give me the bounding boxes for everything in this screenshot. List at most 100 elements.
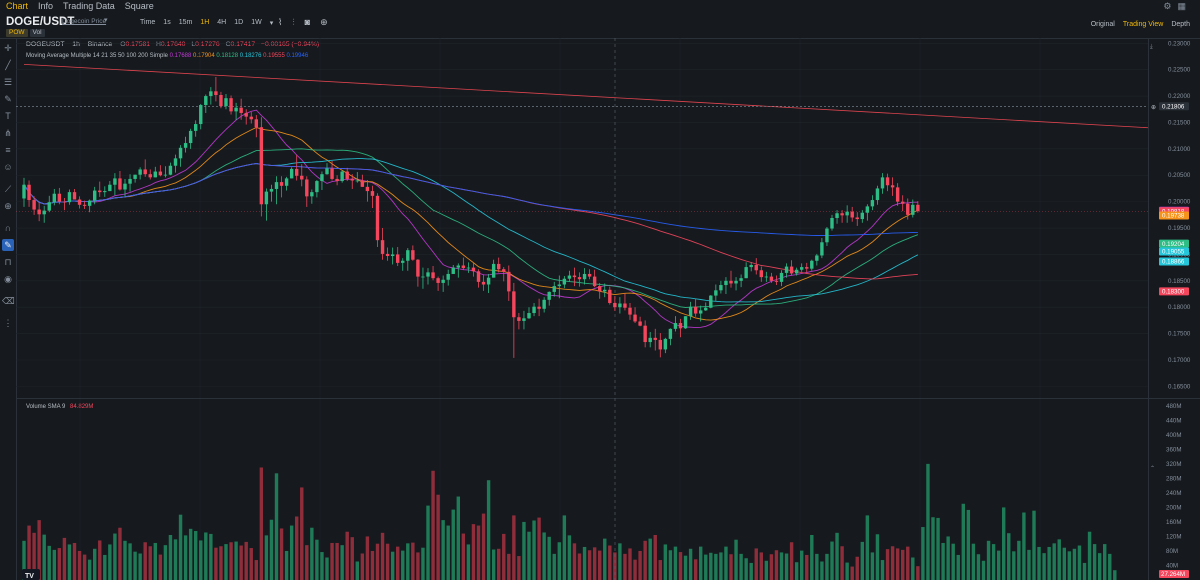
tab-trading-data[interactable]: Trading Data	[63, 1, 115, 11]
volume-tick-label: 40M	[1166, 562, 1178, 569]
volume-bar	[456, 496, 460, 580]
view-original[interactable]: Original	[1090, 21, 1115, 28]
volume-bar	[633, 559, 637, 580]
indicators-icon[interactable]: ⌇	[278, 17, 283, 27]
tab-chart[interactable]: Chart	[6, 1, 29, 11]
volume-bar	[688, 548, 693, 580]
interval-15m[interactable]: 15m	[178, 19, 193, 26]
candle-body	[224, 98, 228, 107]
text-icon[interactable]: T	[5, 111, 11, 121]
candle-body	[789, 266, 794, 274]
settings-icon[interactable]: ⚙	[1163, 1, 1178, 11]
view-depth[interactable]: Depth	[1171, 21, 1190, 28]
volume-bar	[1097, 553, 1102, 580]
grid-icon[interactable]: ▦	[1177, 1, 1192, 11]
candle-body	[512, 291, 516, 318]
interval-1w[interactable]: 1W	[251, 19, 262, 26]
candle-body	[456, 265, 460, 268]
volume-bar	[295, 516, 299, 580]
pattern-icon[interactable]: ⋔	[4, 128, 12, 138]
ruler-icon[interactable]: ⟋	[4, 184, 12, 194]
interval-more-chevron-icon[interactable]: ▾	[269, 20, 274, 27]
zoom-icon[interactable]: ⊕	[4, 201, 12, 211]
candle-body	[77, 199, 82, 205]
brush-icon[interactable]: ✎	[4, 94, 12, 104]
volume-bar	[254, 560, 258, 580]
chart-type-icon[interactable]: ⫶	[292, 17, 295, 27]
lock-drawing-icon[interactable]: ✎	[2, 239, 14, 251]
candle-body	[633, 314, 637, 322]
tag-pow[interactable]: POW	[6, 29, 28, 37]
volume-bar	[133, 551, 137, 580]
price-tick-label: 0.17000	[1168, 357, 1191, 364]
interval-1d[interactable]: 1D	[234, 19, 244, 26]
trendline-icon[interactable]: ╱	[5, 60, 11, 70]
volume-bar	[643, 540, 647, 580]
candle-body	[572, 275, 577, 278]
camera-icon[interactable]: ◙	[304, 17, 311, 27]
candle-body	[613, 302, 617, 308]
volume-bar	[719, 552, 723, 580]
volume-bar	[658, 560, 662, 580]
tab-info[interactable]: Info	[38, 1, 54, 11]
interval-1s[interactable]: 1s	[163, 19, 171, 26]
volume-bar	[340, 545, 344, 580]
volume-bar	[57, 548, 62, 580]
volume-bar	[648, 538, 652, 580]
candle-body	[471, 267, 476, 272]
volume-bar	[729, 554, 733, 580]
magnet-icon[interactable]: ∩	[4, 223, 12, 233]
trendline	[23, 63, 1149, 129]
volume-bar	[921, 527, 925, 580]
volume-bar	[143, 542, 147, 580]
ma-legend-value: 0.19946	[284, 53, 309, 59]
volume-bar	[335, 542, 339, 580]
candle-body	[486, 277, 491, 285]
volume-bar	[360, 553, 365, 580]
tag-vol[interactable]: Vol	[29, 29, 45, 37]
ma-legend-value: 0.18276	[238, 53, 262, 59]
add-icon[interactable]: ⊕	[320, 17, 328, 27]
candle-body	[219, 95, 223, 107]
interval-4h[interactable]: 4H	[217, 19, 227, 26]
volume-bar	[471, 524, 476, 580]
symbol-title[interactable]: DOGE/USDT	[6, 16, 75, 28]
price-tick-label: 0.22000	[1168, 93, 1191, 100]
collapse-icon[interactable]: ⋮	[3, 318, 13, 328]
eye-icon[interactable]: ◉	[4, 274, 12, 284]
candle-body	[497, 263, 501, 270]
add-level-icon[interactable]: ⊕	[1151, 104, 1156, 111]
interval-1h[interactable]: 1H	[200, 19, 210, 26]
chevron-down-icon[interactable]: ▾	[104, 17, 108, 24]
emoji-icon[interactable]: ☺	[3, 162, 13, 172]
candle-body	[865, 206, 870, 213]
volume-bar	[628, 548, 632, 580]
candle-body	[214, 91, 218, 96]
volume-bar	[981, 560, 986, 580]
tab-square[interactable]: Square	[124, 1, 154, 11]
fib-icon[interactable]: ≡	[5, 145, 11, 155]
download-icon[interactable]: ⤓	[1150, 43, 1153, 50]
price-label-box	[1159, 287, 1189, 296]
view-trading-view[interactable]: Trading View	[1122, 21, 1164, 28]
volume-bar	[1002, 507, 1006, 580]
volume-bar	[284, 550, 289, 580]
price-label-text: 0.18300	[1162, 289, 1185, 296]
volume-bar	[27, 525, 31, 580]
lock-icon[interactable]: ⊓	[4, 257, 12, 267]
tag-chips: POW Vol	[6, 29, 45, 37]
crosshair-icon[interactable]: ✛	[4, 43, 12, 53]
volume-bar	[52, 549, 56, 580]
candle-body	[800, 267, 804, 270]
candle-body	[916, 204, 920, 212]
interval-time[interactable]: Time	[140, 19, 156, 26]
volume-bar	[204, 532, 208, 580]
horizontal-lines-icon[interactable]: ☰	[3, 77, 13, 87]
collapse-pane-icon[interactable]: ⌃	[1150, 465, 1155, 472]
moving-average-line	[23, 109, 918, 329]
trash-icon[interactable]: ⌫	[2, 296, 15, 306]
volume-tick-label: 120M	[1166, 533, 1181, 540]
candle-body	[719, 285, 723, 291]
symbol-subtitle-link[interactable]: Dogecoin Price	[62, 18, 107, 25]
